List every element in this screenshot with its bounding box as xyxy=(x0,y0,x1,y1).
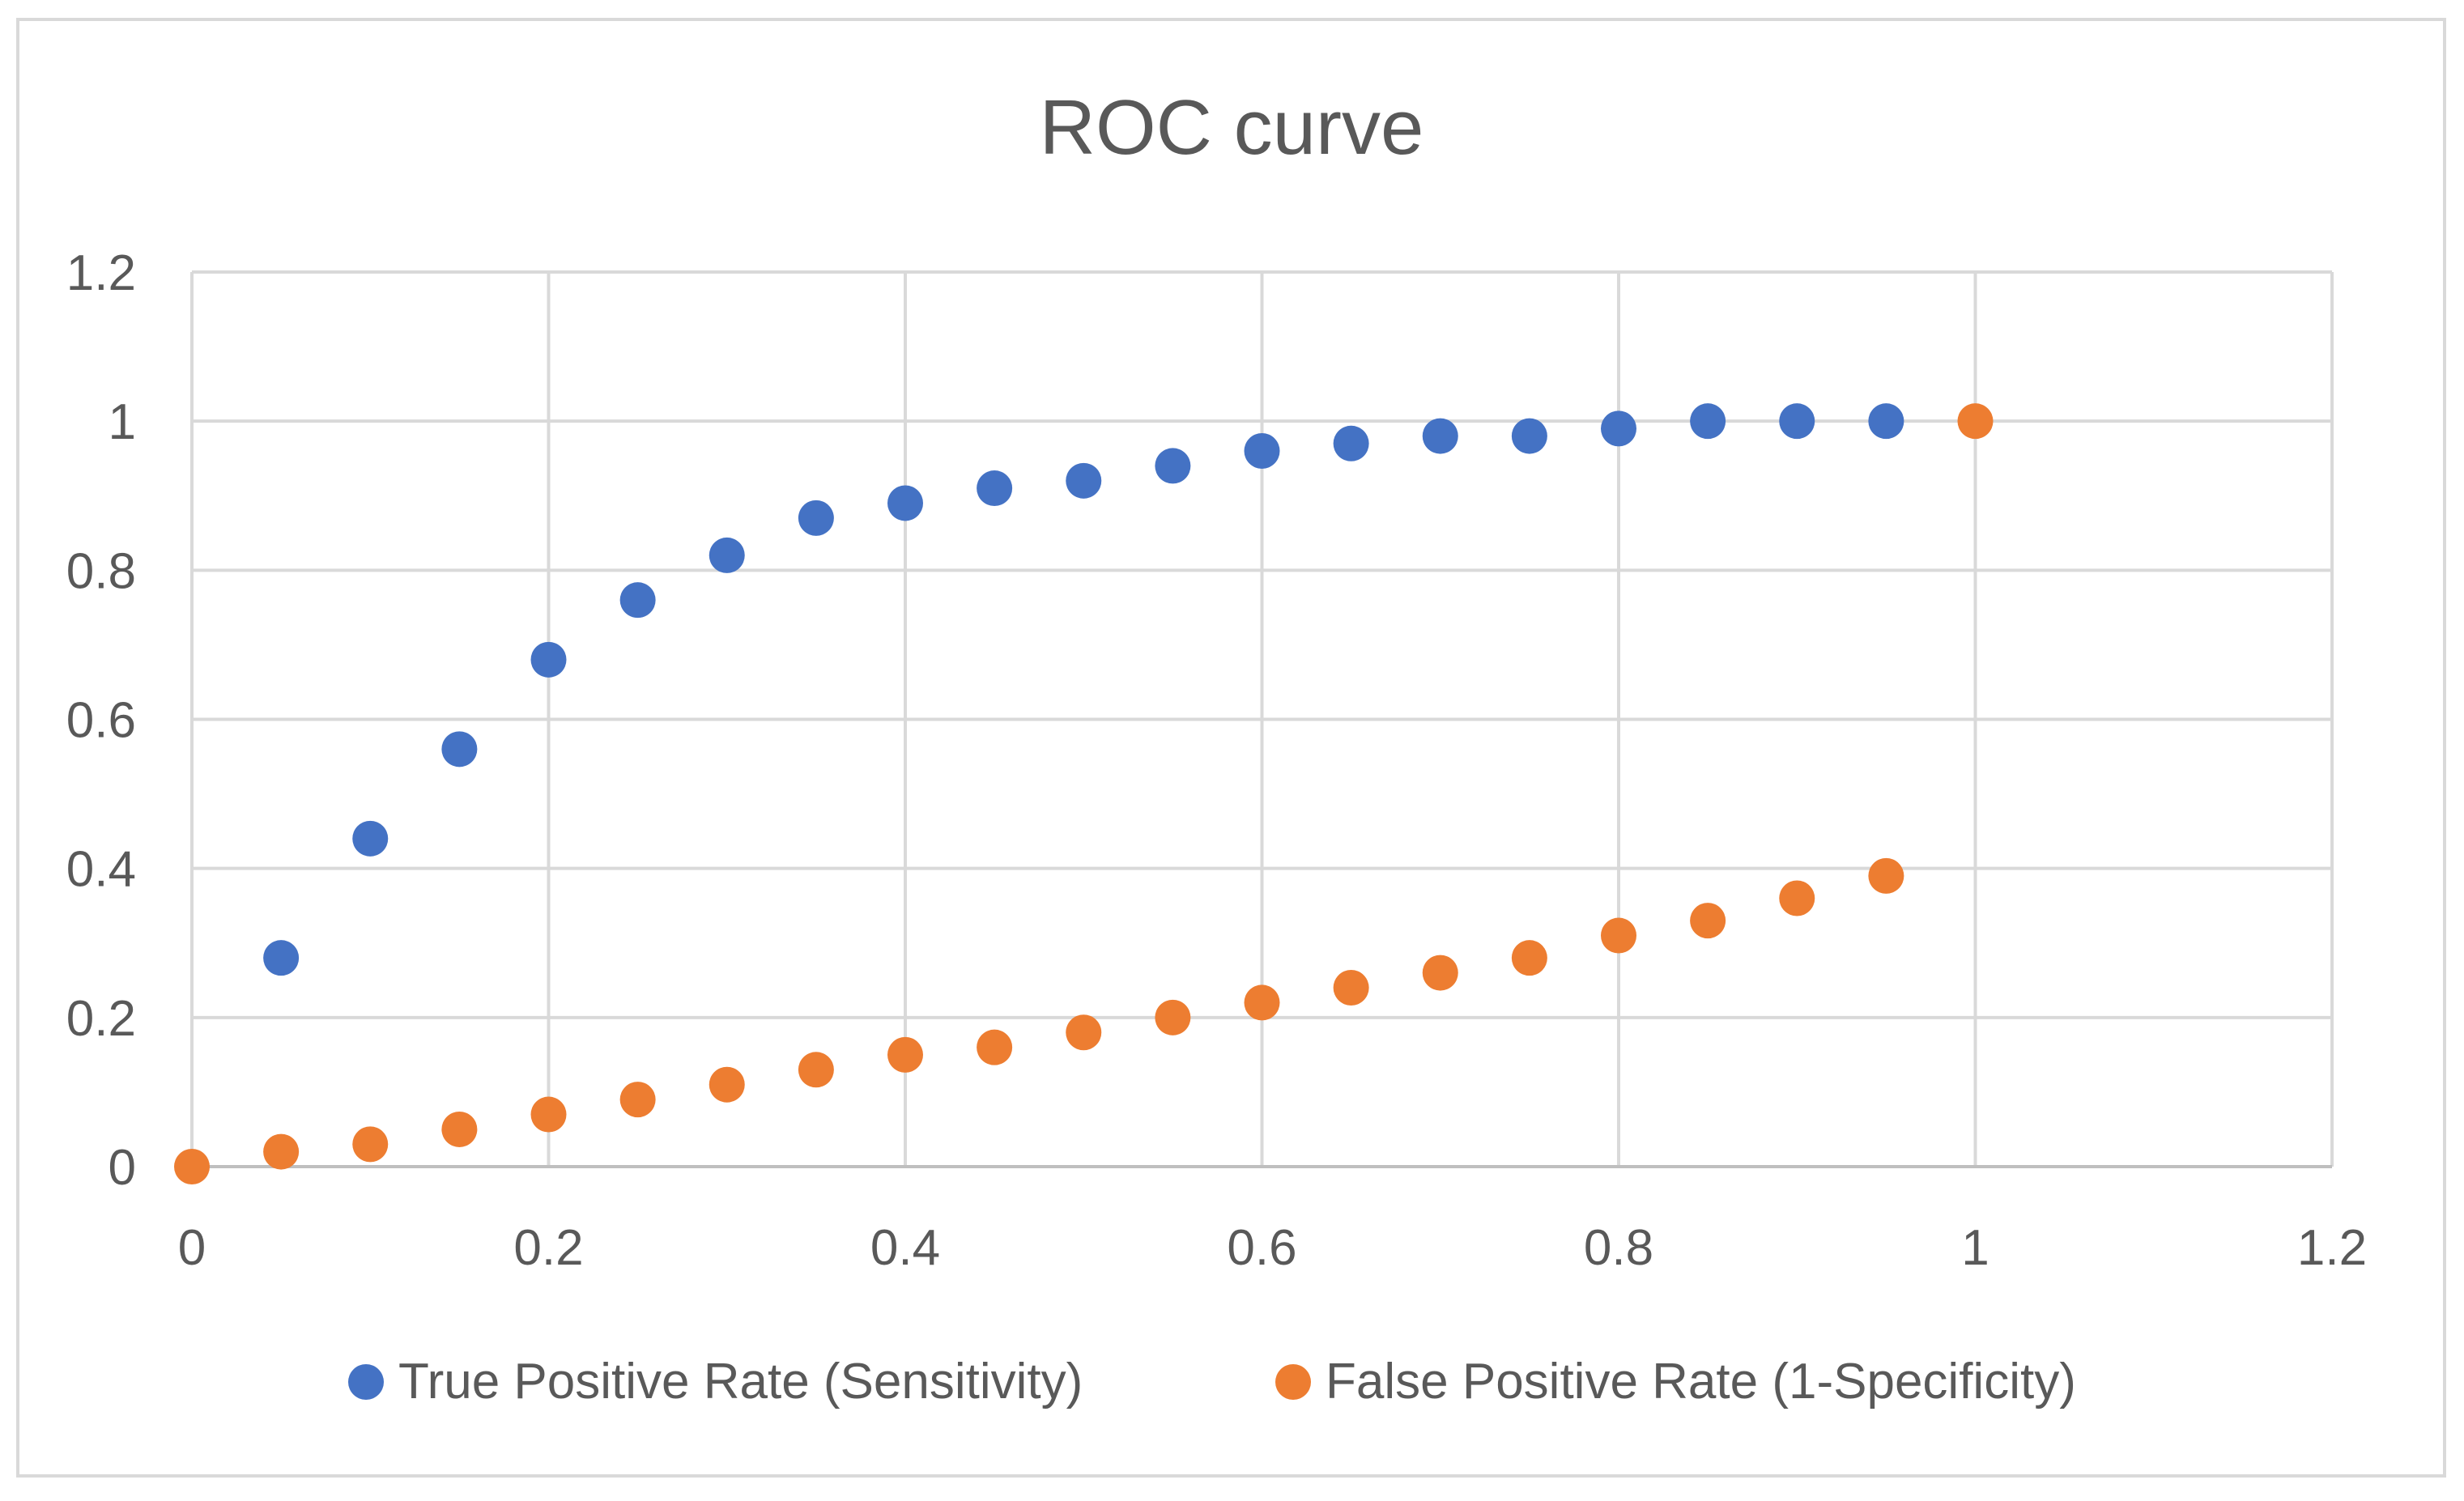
tpr-point xyxy=(1244,433,1280,469)
x-axis-tick-labels: 0 0.2 0.4 0.6 0.8 1 1.2 xyxy=(178,1220,2367,1276)
fpr-point xyxy=(530,1096,567,1133)
tpr-point xyxy=(619,582,656,619)
tpr-point xyxy=(352,820,389,857)
tpr-point xyxy=(977,470,1013,507)
axes xyxy=(190,272,2332,1168)
tpr-point xyxy=(1066,462,1102,499)
fpr-point xyxy=(174,1149,210,1184)
legend-label-fpr: False Positive Rate (1-Specificity) xyxy=(1326,1354,2076,1410)
fpr-point xyxy=(1601,917,1636,954)
fpr-point xyxy=(441,1111,478,1147)
fpr-point xyxy=(977,1029,1013,1065)
tpr-point xyxy=(441,731,478,768)
tpr-point xyxy=(530,641,567,678)
x-tick-label: 0.2 xyxy=(513,1220,583,1276)
data-points xyxy=(174,403,1994,1184)
x-tick-label: 0 xyxy=(178,1220,206,1276)
tpr-point xyxy=(1511,418,1547,454)
fpr-point xyxy=(1690,903,1726,939)
fpr-point xyxy=(1868,857,1904,894)
y-tick-label: 0.4 xyxy=(66,842,136,898)
gridlines xyxy=(192,270,2334,1167)
y-tick-label: 0 xyxy=(109,1140,136,1196)
x-tick-label: 0.6 xyxy=(1227,1220,1296,1276)
tpr-point xyxy=(1779,403,1815,440)
tpr-point xyxy=(1690,403,1726,440)
tpr-point xyxy=(1868,403,1904,440)
y-tick-label: 0.6 xyxy=(66,693,136,749)
fpr-point xyxy=(1422,955,1458,991)
fpr-point xyxy=(798,1052,834,1088)
fpr-point xyxy=(1511,940,1547,976)
x-tick-label: 0.4 xyxy=(870,1220,940,1276)
fpr-point xyxy=(1333,970,1369,1006)
legend-label-tpr: True Positive Rate (Sensitivity) xyxy=(398,1354,1083,1410)
fpr-point xyxy=(352,1126,389,1163)
fpr-point xyxy=(263,1133,300,1170)
x-tick-label: 1 xyxy=(1961,1220,1989,1276)
y-tick-label: 1 xyxy=(109,394,136,450)
fpr-point xyxy=(1066,1014,1102,1051)
legend: True Positive Rate (Sensitivity) False P… xyxy=(348,1354,2076,1410)
fpr-point xyxy=(619,1082,656,1118)
tpr-point xyxy=(263,940,300,976)
fpr-point xyxy=(887,1036,923,1073)
tpr-point xyxy=(1422,418,1458,454)
tpr-point xyxy=(1333,425,1369,461)
tpr-point xyxy=(709,537,745,573)
y-tick-label: 0.8 xyxy=(66,543,136,599)
tpr-point xyxy=(1155,448,1191,484)
fpr-point xyxy=(1957,403,1994,440)
x-tick-label: 1.2 xyxy=(2297,1220,2367,1276)
chart-title: ROC curve xyxy=(1040,84,1424,171)
fpr-point xyxy=(709,1066,745,1103)
legend-marker-fpr xyxy=(1275,1364,1311,1400)
y-axis-tick-labels: 0 0.2 0.4 0.6 0.8 1 1.2 xyxy=(66,245,136,1196)
y-tick-label: 1.2 xyxy=(66,245,136,301)
fpr-point xyxy=(1244,984,1280,1021)
tpr-point xyxy=(887,485,923,521)
fpr-point xyxy=(1779,880,1815,916)
tpr-point xyxy=(798,500,834,536)
chart-frame xyxy=(16,18,2446,1478)
x-tick-label: 0.8 xyxy=(1584,1220,1653,1276)
y-tick-label: 0.2 xyxy=(66,991,136,1047)
legend-marker-tpr xyxy=(348,1364,384,1400)
fpr-point xyxy=(1155,999,1191,1035)
tpr-point xyxy=(1601,410,1636,447)
